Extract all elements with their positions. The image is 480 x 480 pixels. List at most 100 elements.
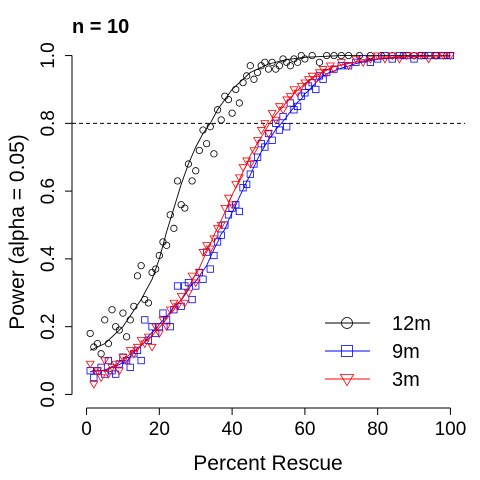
- data-point-9m: [184, 279, 193, 287]
- data-point-3m: [103, 371, 113, 379]
- data-point-12m: [101, 316, 109, 324]
- data-point-9m: [381, 51, 389, 60]
- data-point-3m: [191, 279, 201, 288]
- data-point-9m: [221, 221, 229, 229]
- legend-item-12m: 12m: [325, 313, 431, 335]
- data-point-9m: [148, 323, 156, 331]
- data-point-9m: [388, 55, 396, 63]
- data-point-9m: [192, 282, 200, 290]
- data-point-12m: [279, 55, 287, 63]
- data-point-3m: [263, 130, 274, 139]
- data-point-3m: [303, 76, 314, 84]
- data-point-12m: [239, 79, 247, 87]
- data-point-3m: [205, 245, 215, 254]
- data-point-9m: [283, 123, 291, 131]
- x-axis-label: Percent Rescue: [193, 452, 342, 475]
- data-point-3m: [216, 221, 226, 230]
- axes: 0 20 40 60 80 100 0.0 0.2 0.4 0.6 0.8 1.0: [38, 42, 466, 440]
- data-point-9m: [243, 180, 251, 188]
- data-point-12m: [232, 85, 240, 94]
- data-point-12m: [133, 272, 142, 280]
- data-point-3m: [260, 120, 270, 128]
- data-point-12m: [166, 211, 174, 219]
- data-point-3m: [285, 93, 295, 101]
- series-3m: [85, 52, 455, 389]
- data-point-3m: [329, 66, 339, 74]
- data-point-3m: [344, 62, 354, 71]
- data-point-3m: [438, 52, 448, 61]
- data-point-12m: [119, 309, 127, 317]
- data-point-9m: [312, 85, 320, 94]
- data-point-3m: [183, 289, 193, 298]
- data-point-3m: [213, 225, 223, 234]
- data-point-12m: [144, 299, 153, 307]
- data-point-3m: [311, 76, 321, 84]
- data-point-3m: [158, 316, 168, 325]
- data-point-12m: [188, 177, 196, 185]
- data-point-12m: [217, 116, 225, 124]
- x-tick-label: 0: [81, 419, 92, 440]
- data-point-3m: [129, 350, 139, 359]
- data-point-9m: [137, 356, 145, 365]
- data-point-3m: [293, 89, 303, 98]
- data-point-12m: [301, 55, 309, 63]
- data-point-3m: [351, 55, 361, 64]
- data-point-3m: [147, 343, 157, 352]
- chart-title: n = 10: [72, 16, 129, 38]
- data-point-3m: [253, 137, 263, 145]
- data-point-3m: [176, 293, 186, 301]
- data-point-12m: [86, 329, 94, 338]
- data-point-9m: [268, 136, 276, 144]
- data-point-9m: [141, 316, 149, 324]
- data-point-3m: [140, 340, 150, 349]
- data-point-9m: [173, 282, 182, 290]
- data-point-9m: [126, 363, 134, 371]
- data-point-12m: [213, 106, 222, 114]
- data-point-3m: [89, 381, 99, 389]
- data-point-3m: [223, 194, 234, 203]
- data-point-3m: [100, 357, 110, 366]
- data-point-3m: [431, 52, 441, 61]
- x-tick-label: 100: [435, 419, 467, 440]
- x-tick-label: 40: [222, 419, 243, 440]
- data-point-3m: [424, 55, 434, 64]
- data-point-9m: [199, 275, 207, 283]
- y-tick-label: 0.4: [38, 245, 59, 272]
- data-point-12m: [155, 251, 163, 260]
- data-point-9m: [359, 55, 367, 63]
- data-point-3m: [122, 357, 132, 366]
- data-point-9m: [224, 211, 233, 219]
- data-point-12m: [130, 302, 138, 310]
- data-point-9m: [395, 51, 404, 60]
- data-point-9m: [155, 323, 163, 331]
- data-point-3m: [267, 110, 277, 118]
- data-point-12m: [337, 51, 345, 60]
- data-point-12m: [235, 99, 243, 107]
- data-point-12m: [192, 167, 200, 175]
- data-point-9m: [232, 201, 240, 209]
- data-point-12m: [181, 204, 189, 212]
- data-point-12m: [250, 75, 258, 83]
- data-point-3m: [314, 69, 324, 78]
- data-point-12m: [152, 265, 160, 273]
- data-point-3m: [198, 249, 208, 257]
- data-point-12m: [141, 295, 149, 304]
- data-point-12m: [275, 62, 284, 70]
- data-point-12m: [104, 340, 112, 348]
- y-tick-label: 0.8: [38, 110, 59, 136]
- data-point-3m: [282, 96, 292, 105]
- data-point-12m: [399, 51, 407, 60]
- data-point-12m: [163, 241, 171, 249]
- data-point-3m: [278, 106, 288, 115]
- plot-area: [72, 51, 465, 389]
- data-point-12m: [268, 58, 276, 66]
- data-point-9m: [294, 102, 302, 110]
- data-point-3m: [358, 59, 368, 67]
- data-point-12m: [177, 201, 185, 209]
- data-point-9m: [210, 251, 218, 260]
- data-point-9m: [275, 126, 284, 134]
- legend-label: 9m: [392, 341, 420, 363]
- data-point-3m: [373, 52, 383, 61]
- data-point-3m: [151, 323, 161, 332]
- data-point-12m: [308, 51, 316, 60]
